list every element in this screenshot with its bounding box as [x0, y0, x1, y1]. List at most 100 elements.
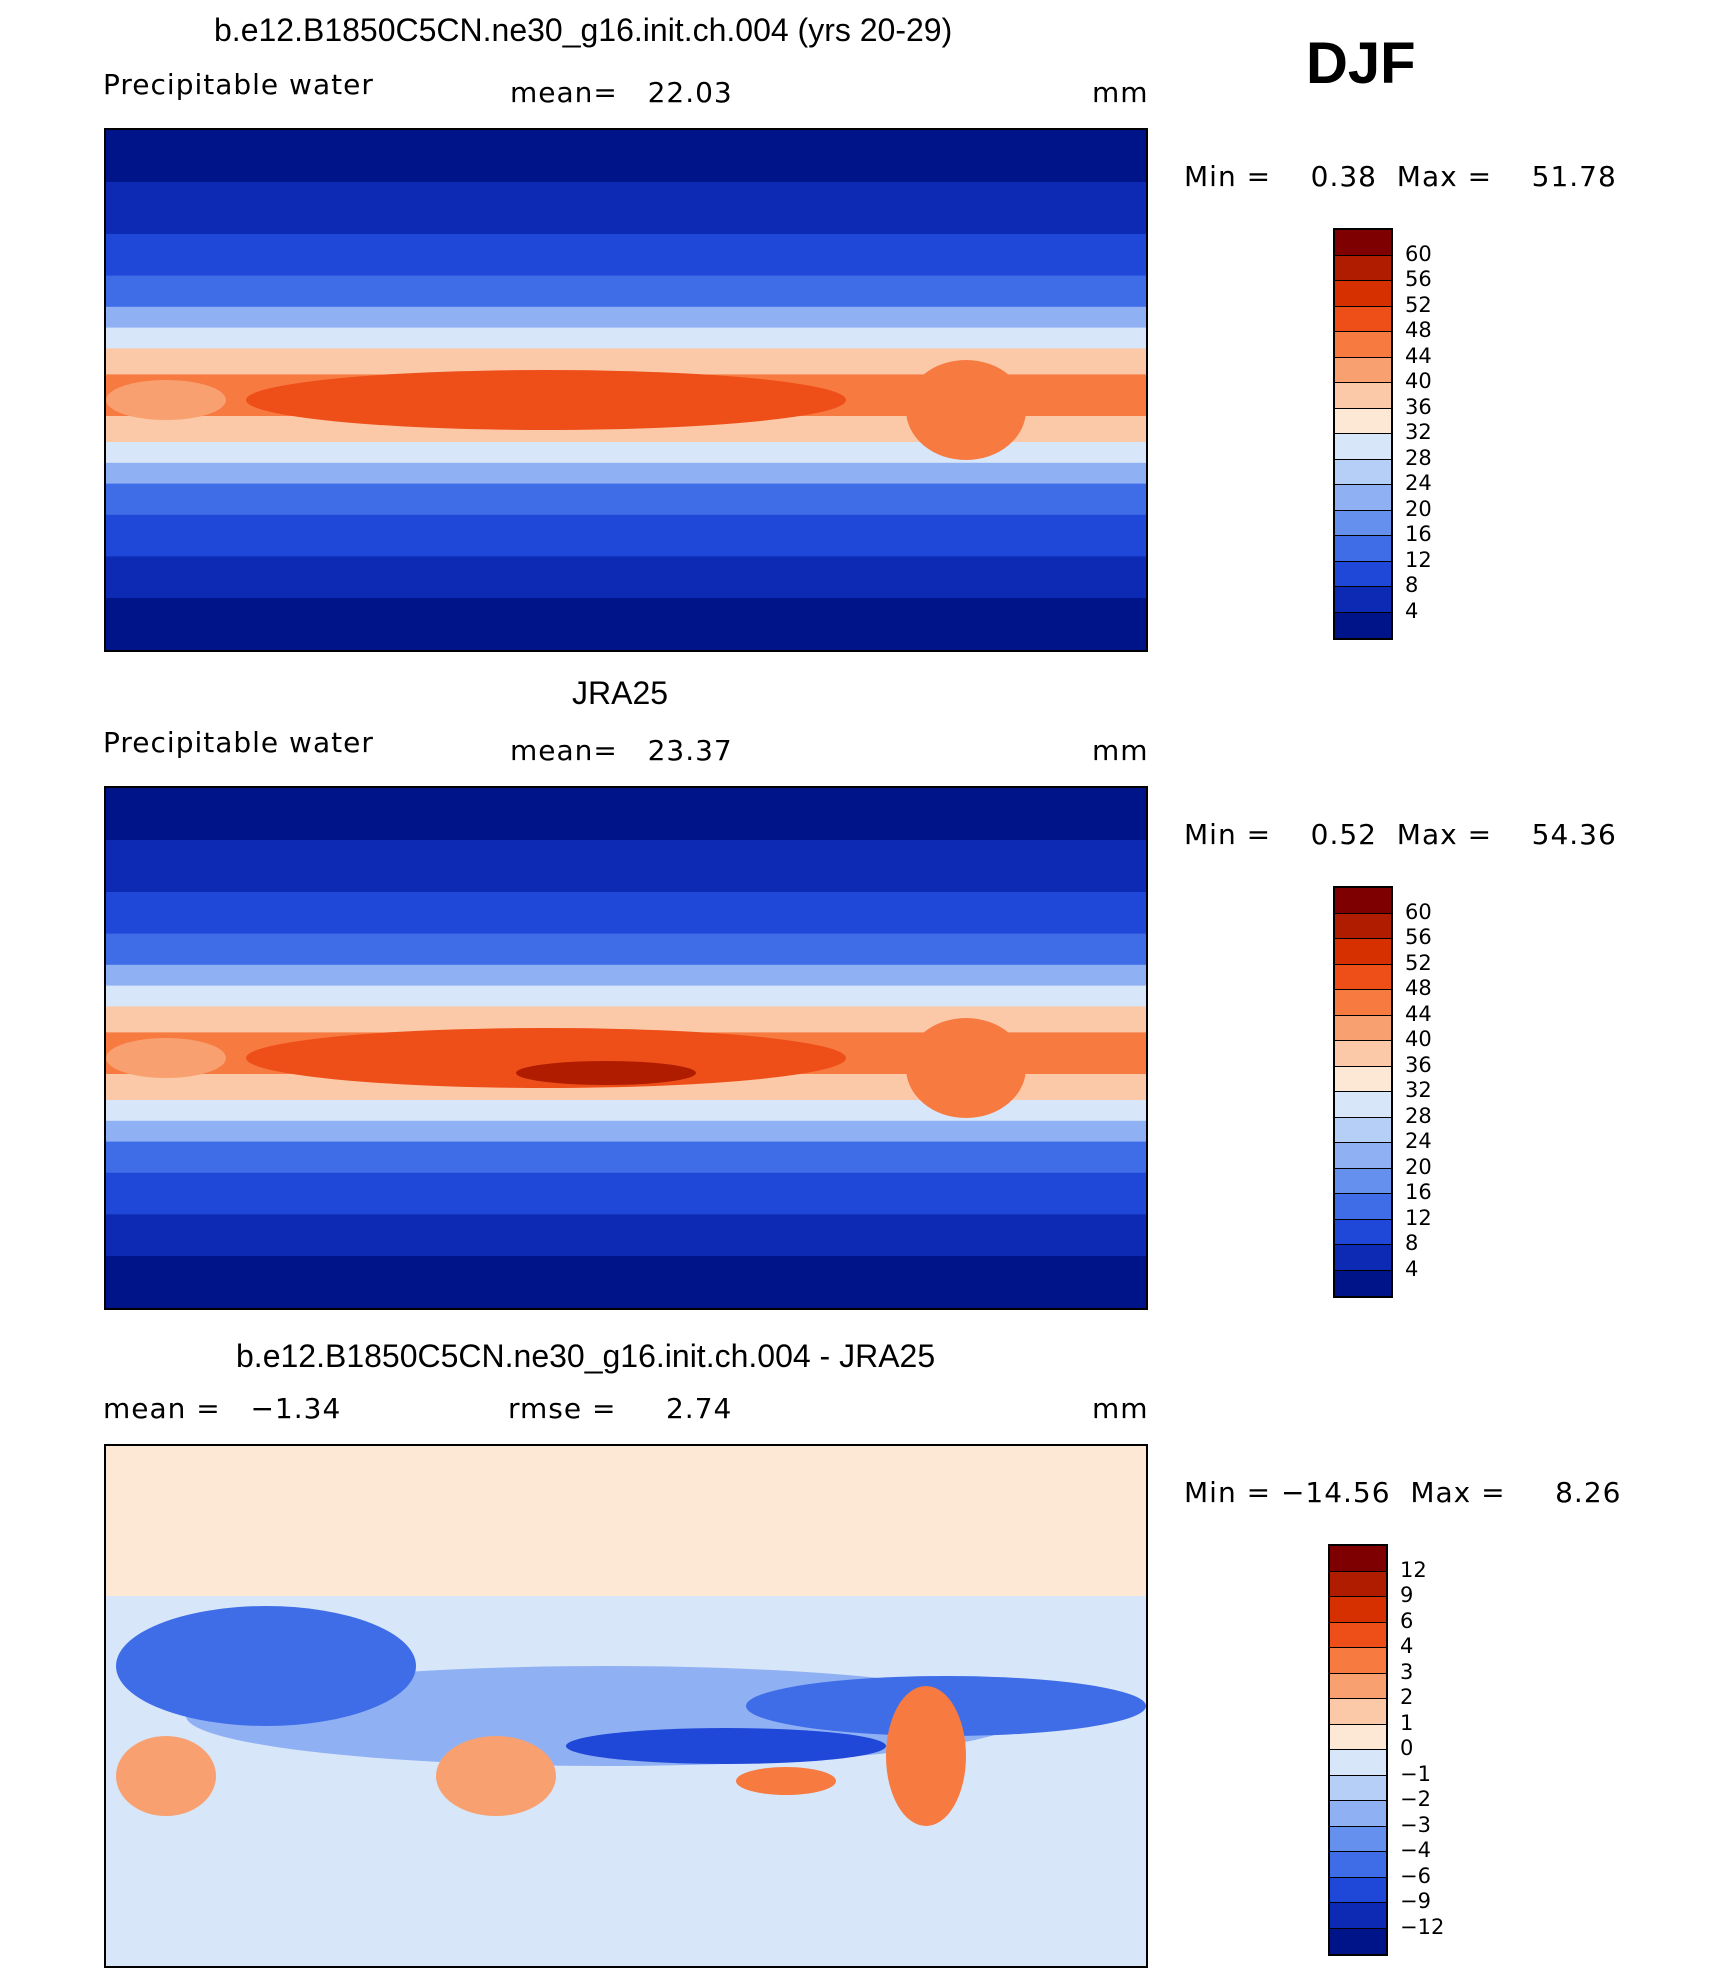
panel3-minmax: Min = −14.56 Max = 8.26	[1184, 1476, 1622, 1509]
panel3-field	[106, 1446, 1146, 1966]
colorbar-swatch	[1335, 408, 1391, 434]
colorbar-swatch	[1335, 888, 1391, 914]
colorbar-swatch	[1335, 306, 1391, 332]
field-blob	[116, 1736, 216, 1816]
field-blob	[436, 1736, 556, 1816]
colorbar-label: 20	[1405, 1154, 1432, 1179]
panel1-field	[106, 130, 1146, 650]
colorbar-swatch	[1335, 485, 1391, 511]
colorbar-swatch	[1335, 281, 1391, 307]
panel3-colorbar	[1328, 1544, 1388, 1956]
field-blob	[566, 1728, 886, 1764]
colorbar-swatch	[1330, 1699, 1386, 1725]
field-blob	[736, 1767, 836, 1795]
field-blob	[516, 1061, 696, 1085]
panel2-minmax: Min = 0.52 Max = 54.36	[1184, 818, 1617, 851]
panel3-rmse: rmse = 2.74	[508, 1392, 733, 1425]
colorbar-label: −6	[1400, 1863, 1431, 1888]
colorbar-swatch	[1335, 1066, 1391, 1092]
field-band	[106, 1100, 1146, 1122]
colorbar-label: 24	[1405, 471, 1432, 495]
panel1-map	[104, 128, 1148, 652]
field-blob	[106, 380, 226, 420]
panel1-units: mm	[1092, 76, 1149, 109]
field-band	[106, 1906, 1146, 1966]
colorbar-label: 4	[1405, 1256, 1419, 1281]
field-band	[106, 892, 1146, 935]
field-band	[106, 840, 1146, 893]
colorbar-label: 4	[1400, 1634, 1414, 1658]
colorbar-label: 40	[1405, 1027, 1432, 1051]
field-band	[106, 1446, 1146, 1596]
field-band	[106, 1172, 1146, 1216]
colorbar-label: 60	[1405, 899, 1432, 924]
colorbar-swatch	[1330, 1750, 1386, 1776]
field-blob	[886, 1686, 966, 1826]
colorbar-swatch	[1335, 383, 1391, 409]
colorbar-label: 44	[1405, 343, 1432, 368]
colorbar-label: 1	[1400, 1710, 1414, 1735]
colorbar-label: 16	[1405, 522, 1432, 546]
colorbar-swatch	[1335, 1092, 1391, 1118]
colorbar-label: 52	[1405, 950, 1432, 975]
field-band	[106, 182, 1146, 235]
panel1-variable: Precipitable water	[103, 68, 374, 101]
field-band	[106, 462, 1146, 485]
field-blob	[106, 1038, 226, 1078]
colorbar-swatch	[1335, 1270, 1391, 1296]
colorbar-swatch	[1335, 964, 1391, 990]
colorbar-label: 0	[1400, 1736, 1414, 1760]
colorbar-swatch	[1335, 1143, 1391, 1169]
colorbar-label: 12	[1405, 1205, 1432, 1230]
colorbar-swatch	[1335, 459, 1391, 485]
colorbar-swatch	[1330, 1903, 1386, 1929]
panel2-map	[104, 786, 1148, 1310]
colorbar-label: 20	[1405, 496, 1432, 521]
colorbar-label: −3	[1400, 1812, 1431, 1837]
colorbar-swatch	[1330, 1826, 1386, 1852]
colorbar-swatch	[1335, 1117, 1391, 1143]
colorbar-swatch	[1335, 612, 1391, 638]
panel2-mean: mean= 23.37	[510, 734, 733, 767]
colorbar-swatch	[1330, 1622, 1386, 1648]
colorbar-swatch	[1330, 1673, 1386, 1699]
colorbar-label: 52	[1405, 292, 1432, 317]
panel1-title: b.e12.B1850C5CN.ne30_g16.init.ch.004 (yr…	[214, 12, 953, 48]
colorbar-swatch	[1335, 332, 1391, 358]
field-band	[106, 130, 1146, 183]
colorbar-swatch	[1335, 357, 1391, 383]
colorbar-swatch	[1330, 1571, 1386, 1597]
colorbar-swatch	[1335, 587, 1391, 613]
colorbar-label: 60	[1405, 241, 1432, 266]
panel3-units: mm	[1092, 1392, 1149, 1425]
colorbar-label: 12	[1405, 547, 1432, 572]
colorbar-label: 8	[1405, 1231, 1419, 1255]
colorbar-swatch	[1330, 1775, 1386, 1801]
colorbar-swatch	[1335, 255, 1391, 281]
colorbar-label: −9	[1400, 1889, 1431, 1913]
colorbar-label: 6	[1400, 1608, 1414, 1633]
field-band	[106, 514, 1146, 558]
colorbar-label: 16	[1405, 1180, 1432, 1204]
field-band	[106, 327, 1146, 350]
colorbar-label: 4	[1405, 598, 1419, 623]
colorbar-label: 8	[1405, 573, 1419, 597]
panel2-field	[106, 788, 1146, 1308]
field-band	[106, 234, 1146, 277]
colorbar-label: −1	[1400, 1761, 1431, 1786]
colorbar-swatch	[1330, 1852, 1386, 1878]
colorbar-label: 36	[1405, 1052, 1432, 1077]
colorbar-swatch	[1335, 561, 1391, 587]
field-band	[106, 442, 1146, 464]
colorbar-swatch	[1335, 913, 1391, 939]
colorbar-label: 48	[1405, 318, 1432, 342]
colorbar-label: 24	[1405, 1129, 1432, 1153]
colorbar-label: 28	[1405, 1103, 1432, 1128]
colorbar-label: 2	[1400, 1685, 1414, 1709]
colorbar-swatch	[1335, 990, 1391, 1016]
field-band	[106, 985, 1146, 1008]
colorbar-swatch	[1335, 510, 1391, 536]
colorbar-swatch	[1330, 1877, 1386, 1903]
field-band	[106, 1120, 1146, 1143]
colorbar-swatch	[1330, 1801, 1386, 1827]
